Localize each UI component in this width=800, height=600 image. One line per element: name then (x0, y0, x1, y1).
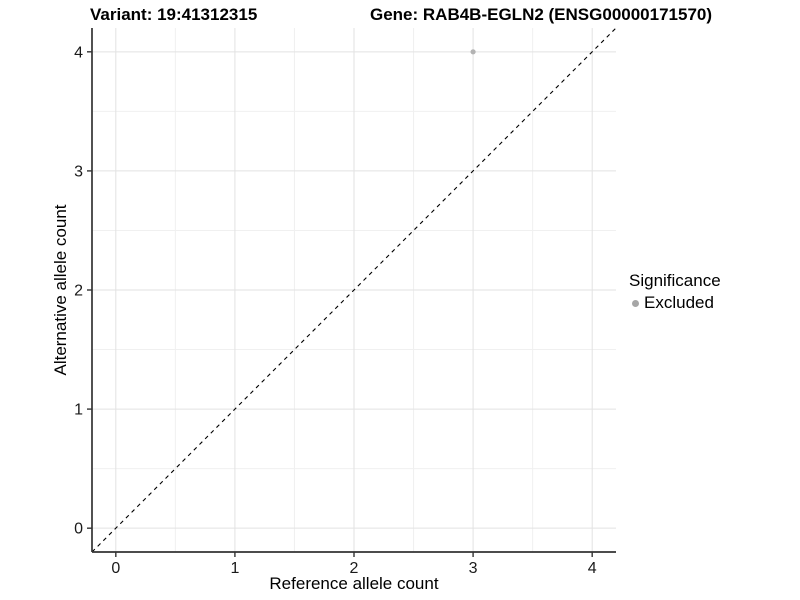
x-tick-label: 0 (111, 560, 120, 577)
plot-title-variant: Variant: 19:41312315 (90, 5, 258, 24)
x-tick-label: 4 (588, 560, 597, 577)
y-axis-label: Alternative allele count (51, 204, 70, 376)
legend: Significance Excluded (629, 271, 721, 313)
y-tick-label: 1 (74, 402, 83, 419)
legend-point-icon (632, 299, 639, 307)
y-tick-label: 4 (74, 44, 83, 61)
y-tick-label: 0 (74, 521, 83, 538)
plot-title-gene: Gene: RAB4B-EGLN2 (ENSG00000171570) (370, 5, 713, 24)
legend-entry-label: Excluded (644, 293, 714, 312)
y-tick-label: 2 (74, 283, 83, 300)
x-tick-label: 1 (230, 560, 239, 577)
x-axis-label: Reference allele count (269, 574, 439, 593)
x-tick-label: 3 (469, 560, 478, 577)
data-point (470, 49, 476, 55)
legend-title: Significance (629, 271, 721, 290)
identity-line (91, 27, 617, 553)
y-tick-label: 3 (74, 163, 83, 180)
x-tick-label: 2 (350, 560, 359, 577)
legend-entry: Excluded (629, 293, 721, 313)
